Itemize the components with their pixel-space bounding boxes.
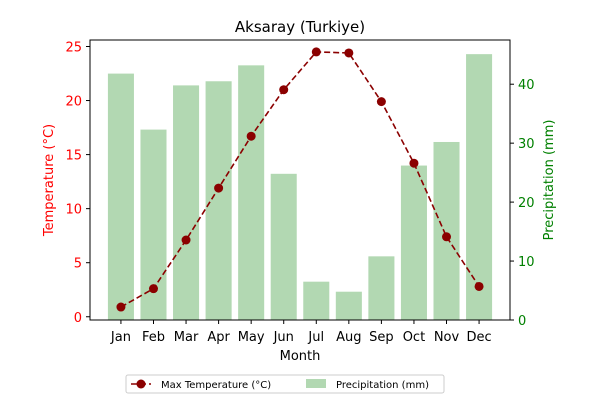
- right-y-tick-label: 30: [518, 137, 535, 152]
- chart-title: Aksaray (Turkiye): [235, 18, 365, 36]
- temperature-point: [246, 131, 256, 141]
- temperature-point: [181, 235, 191, 245]
- temperature-point: [376, 97, 386, 107]
- x-tick-label: Sep: [369, 330, 394, 345]
- legend-bar-swatch: [306, 379, 326, 388]
- x-tick-label: Dec: [466, 330, 491, 345]
- x-tick-label: Nov: [434, 330, 460, 345]
- temperature-point: [344, 48, 354, 58]
- left-y-tick-label: 25: [65, 40, 82, 55]
- left-y-tick-label: 0: [74, 311, 82, 326]
- right-y-tick-label: 20: [518, 196, 535, 211]
- precipitation-bar: [107, 73, 134, 320]
- precipitation-bar: [466, 54, 493, 320]
- x-tick-label: Oct: [403, 330, 425, 345]
- right-y-tick-label: 10: [518, 255, 535, 270]
- temperature-point: [474, 281, 484, 291]
- legend-label-precipitation: Precipitation (mm): [336, 380, 429, 391]
- x-tick-label: Feb: [142, 330, 165, 345]
- x-tick-label: Jan: [110, 330, 131, 345]
- legend: Max Temperature (°C) Precipitation (mm): [125, 374, 445, 394]
- precipitation-bar: [368, 256, 395, 320]
- right-y-tick-label: 40: [518, 78, 535, 93]
- temperature-point: [148, 284, 158, 294]
- legend-line-marker: [136, 379, 146, 389]
- x-axis: Jan Feb Mar Apr May Jun Jul Aug Sep Oct Nov Dec: [110, 320, 492, 345]
- temperature-point: [116, 302, 126, 312]
- precipitation-bar: [335, 291, 362, 320]
- precipitation-bar: [303, 281, 330, 320]
- left-y-tick-label: 20: [65, 95, 82, 110]
- left-y-tick-label: 10: [65, 203, 82, 218]
- temperature-point: [409, 158, 419, 168]
- x-tick-label: May: [238, 330, 265, 345]
- precipitation-bar: [270, 173, 297, 320]
- left-y-tick-label: 5: [74, 257, 82, 272]
- precipitation-bars: [107, 54, 493, 321]
- temperature-line-layer: [116, 47, 484, 312]
- temperature-point: [279, 85, 289, 95]
- x-tick-label: Apr: [207, 330, 230, 345]
- x-tick-label: Jun: [273, 330, 294, 345]
- legend-line-swatch: [131, 379, 151, 389]
- x-tick-label: Jul: [307, 330, 324, 345]
- x-tick-label: Aug: [336, 330, 361, 345]
- precipitation-bar: [400, 165, 427, 320]
- legend-box: [125, 374, 445, 394]
- precipitation-bar: [433, 141, 460, 320]
- legend-label-temperature: Max Temperature (°C): [161, 380, 271, 391]
- x-axis-title: Month: [280, 349, 321, 364]
- precipitation-bar: [238, 65, 265, 320]
- right-y-axis: 0 10 20 30 40: [510, 78, 535, 329]
- temperature-point: [214, 183, 224, 193]
- left-y-tick-label: 15: [65, 149, 82, 164]
- left-y-axis-title: Temperature (°C): [42, 124, 57, 237]
- temperature-point: [442, 232, 452, 242]
- precipitation-bar: [173, 85, 200, 321]
- left-y-axis: 0 5 10 15 20 25: [65, 40, 90, 326]
- precipitation-bar: [205, 81, 232, 321]
- plot-area-frame: [89, 39, 511, 321]
- right-y-tick-label: 0: [518, 314, 526, 329]
- temperature-line: [120, 51, 480, 308]
- right-y-axis-title: Precipitation (mm): [542, 120, 557, 241]
- x-tick-label: Mar: [174, 330, 199, 345]
- temperature-point: [311, 47, 321, 57]
